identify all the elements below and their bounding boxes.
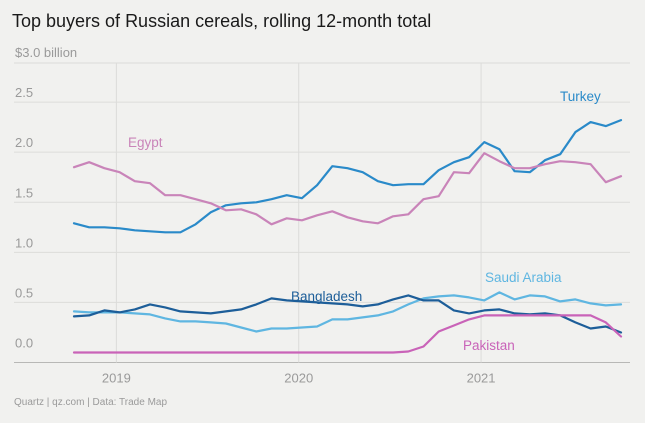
chart-series bbox=[72, 118, 623, 354]
series-labels: Turkey Egypt Saudi Arabia Bangladesh Pakista… bbox=[128, 89, 601, 353]
chart-title: Top buyers of Russian cereals, rolling 1… bbox=[12, 11, 432, 31]
y-axis: $3.0 billion 0.0 0.5 1.0 1.5 2.0 2.5 bbox=[15, 45, 77, 351]
series-label-turkey: Turkey bbox=[560, 89, 601, 104]
x-tick-label: 2019 bbox=[102, 371, 131, 386]
series-line-saudi-arabia bbox=[72, 291, 623, 333]
y-tick-label: 0.0 bbox=[15, 336, 33, 351]
y-tick-label: 1.0 bbox=[15, 235, 33, 250]
series-line-turkey bbox=[72, 118, 623, 234]
source-footer: Quartz | qz.com | Data: Trade Map bbox=[14, 397, 168, 408]
series-label-saudi-arabia: Saudi Arabia bbox=[485, 270, 562, 285]
x-tick-label: 2021 bbox=[467, 371, 496, 386]
series-line-egypt bbox=[72, 152, 623, 226]
x-tick-label: 2020 bbox=[284, 371, 313, 386]
series-line-pakistan bbox=[72, 314, 623, 354]
y-tick-label: 1.5 bbox=[15, 185, 33, 200]
y-tick-label: 2.0 bbox=[15, 135, 33, 150]
series-label-pakistan: Pakistan bbox=[463, 338, 515, 353]
y-tick-label: 0.5 bbox=[15, 285, 33, 300]
series-label-bangladesh: Bangladesh bbox=[291, 289, 362, 304]
y-unit-label: $3.0 billion bbox=[15, 45, 77, 60]
series-label-egypt: Egypt bbox=[128, 135, 163, 150]
chart-grid bbox=[14, 62, 630, 363]
y-tick-label: 2.5 bbox=[15, 85, 33, 100]
x-axis: 2019 2020 2021 bbox=[102, 371, 496, 386]
